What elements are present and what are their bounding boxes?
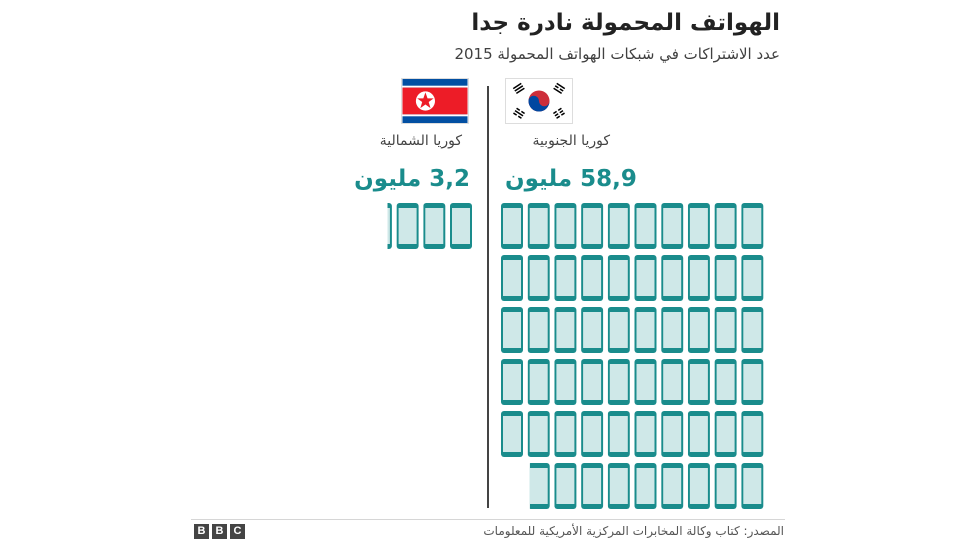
phone-icon-south-korea-18 — [554, 255, 577, 301]
phone-icon-south-korea-47 — [581, 411, 604, 457]
phone-icon-south-korea-28 — [554, 307, 577, 353]
phone-icon-south-korea-57 — [581, 463, 604, 509]
phone-icon-south-korea-44 — [661, 411, 684, 457]
phone-icon-south-korea-43 — [687, 411, 710, 457]
phone-icon-south-korea-11 — [741, 255, 764, 301]
phone-icon-south-korea-25 — [634, 307, 657, 353]
phone-icon-south-korea-27 — [581, 307, 604, 353]
source-text: المصدر: كتاب وكالة المخابرات المركزية ال… — [483, 524, 784, 538]
phone-icon-south-korea-8 — [554, 203, 577, 249]
phone-icon-south-korea-22 — [714, 307, 737, 353]
phone-icon-south-korea-56 — [607, 463, 630, 509]
phone-icon-south-korea-34 — [661, 359, 684, 405]
phone-icon-south-korea-12 — [714, 255, 737, 301]
phone-icon-south-korea-36 — [607, 359, 630, 405]
north-korea-flag-icon — [401, 78, 469, 124]
phone-icon-south-korea-32 — [714, 359, 737, 405]
phone-icon-south-korea-29 — [527, 307, 550, 353]
phone-icon-south-korea-5 — [634, 203, 657, 249]
phone-icon-south-korea-46 — [607, 411, 630, 457]
phone-icon-south-korea-16 — [607, 255, 630, 301]
phone-icon-south-korea-17 — [581, 255, 604, 301]
phone-icon-south-korea-30 — [501, 307, 523, 353]
phone-icon-south-korea-23 — [687, 307, 710, 353]
phone-icon-south-korea-7 — [581, 203, 604, 249]
phone-icon-south-korea-3 — [687, 203, 710, 249]
phone-icon-south-korea-26 — [607, 307, 630, 353]
phone-icon-south-korea-48 — [554, 411, 577, 457]
phone-icon-south-korea-41 — [741, 411, 764, 457]
phone-icon-south-korea-52 — [714, 463, 737, 509]
phone-icon-south-korea-40 — [501, 359, 523, 405]
phone-icon-south-korea-10 — [501, 203, 523, 249]
phone-icon-south-korea-4 — [661, 203, 684, 249]
phone-icon-south-korea-55 — [634, 463, 657, 509]
phone-icon-south-korea-20 — [501, 255, 523, 301]
south-korea-flag-icon — [505, 78, 573, 124]
divider-line — [487, 86, 489, 508]
phone-icon-south-korea-6 — [607, 203, 630, 249]
value-label-north-korea: 3,2 مليون — [354, 166, 470, 192]
phone-icon-south-korea-1 — [741, 203, 764, 249]
country-label-south-korea: كوريا الجنوبية — [532, 133, 610, 149]
phone-icon-north-korea-4 — [387, 203, 392, 249]
phone-icon-south-korea-37 — [581, 359, 604, 405]
phone-icon-south-korea-53 — [687, 463, 710, 509]
phone-icon-south-korea-33 — [687, 359, 710, 405]
phone-icon-south-korea-9 — [527, 203, 550, 249]
chart-title: الهواتف المحمولة نادرة جدا — [471, 10, 780, 36]
phone-icon-south-korea-49 — [527, 411, 550, 457]
phone-icon-south-korea-38 — [554, 359, 577, 405]
phone-icon-south-korea-42 — [714, 411, 737, 457]
phone-icon-south-korea-31 — [741, 359, 764, 405]
value-label-south-korea: 58,9 مليون — [505, 166, 637, 192]
phone-icon-south-korea-24 — [661, 307, 684, 353]
phone-icon-south-korea-54 — [661, 463, 684, 509]
phone-icon-south-korea-21 — [741, 307, 764, 353]
bbc-logo: B B C — [194, 524, 245, 539]
footer-rule — [191, 519, 785, 520]
phone-icon-south-korea-50 — [501, 411, 523, 457]
country-label-north-korea: كوريا الشمالية — [379, 133, 462, 149]
phone-icon-north-korea-2 — [423, 203, 446, 249]
phone-icon-south-korea-14 — [661, 255, 684, 301]
phone-icon-north-korea-3 — [396, 203, 419, 249]
phone-icon-south-korea-59 — [529, 463, 550, 509]
phone-icon-north-korea-1 — [450, 203, 472, 249]
phone-icon-south-korea-2 — [714, 203, 737, 249]
phone-icon-south-korea-19 — [527, 255, 550, 301]
phone-icon-south-korea-13 — [687, 255, 710, 301]
phone-icon-south-korea-35 — [634, 359, 657, 405]
phone-icon-south-korea-45 — [634, 411, 657, 457]
phone-icon-south-korea-39 — [527, 359, 550, 405]
phone-icon-south-korea-58 — [554, 463, 577, 509]
chart-subtitle: عدد الاشتراكات في شبكات الهواتف المحمولة… — [454, 45, 780, 63]
phone-icon-south-korea-15 — [634, 255, 657, 301]
phone-icon-south-korea-51 — [741, 463, 764, 509]
